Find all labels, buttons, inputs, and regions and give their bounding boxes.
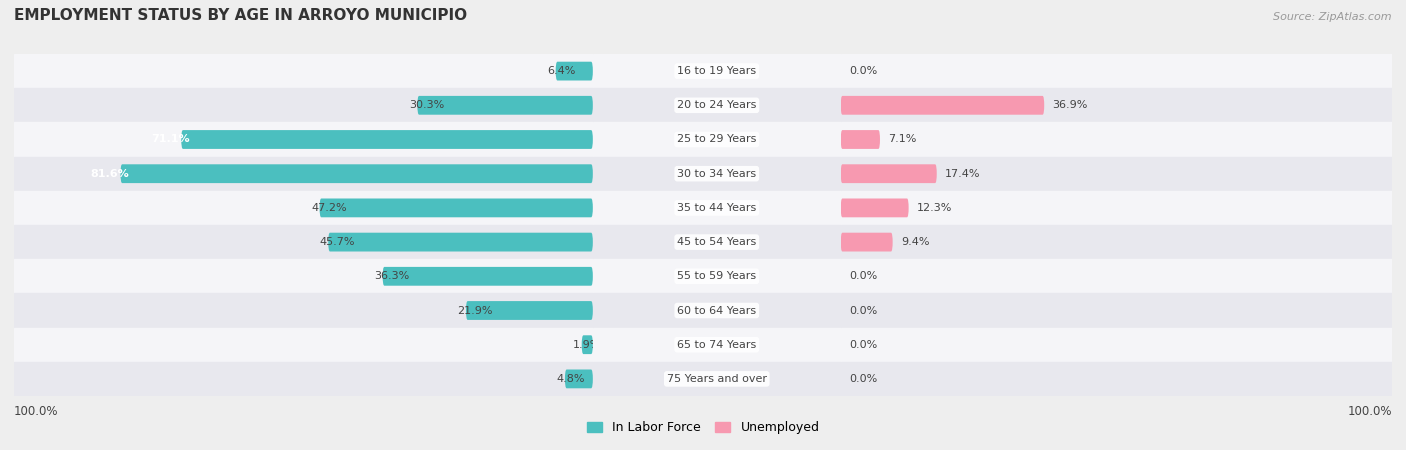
Bar xyxy=(14,122,593,157)
Text: 36.3%: 36.3% xyxy=(374,271,409,281)
Bar xyxy=(593,54,841,88)
Text: 25 to 29 Years: 25 to 29 Years xyxy=(678,135,756,144)
Text: 55 to 59 Years: 55 to 59 Years xyxy=(678,271,756,281)
FancyBboxPatch shape xyxy=(841,233,893,252)
Bar xyxy=(14,362,593,396)
Bar xyxy=(593,362,841,396)
Bar xyxy=(593,328,841,362)
FancyBboxPatch shape xyxy=(841,164,936,183)
Text: 9.4%: 9.4% xyxy=(901,237,929,247)
Bar xyxy=(593,259,841,293)
Text: 0.0%: 0.0% xyxy=(849,271,877,281)
FancyBboxPatch shape xyxy=(328,233,593,252)
Text: 0.0%: 0.0% xyxy=(849,306,877,315)
Text: 12.3%: 12.3% xyxy=(917,203,952,213)
Text: 60 to 64 Years: 60 to 64 Years xyxy=(678,306,756,315)
Bar xyxy=(14,88,593,122)
Text: 30 to 34 Years: 30 to 34 Years xyxy=(678,169,756,179)
Text: Source: ZipAtlas.com: Source: ZipAtlas.com xyxy=(1274,13,1392,22)
Text: 21.9%: 21.9% xyxy=(457,306,494,315)
Text: 20 to 24 Years: 20 to 24 Years xyxy=(678,100,756,110)
Bar xyxy=(841,157,1392,191)
Text: 45.7%: 45.7% xyxy=(319,237,356,247)
FancyBboxPatch shape xyxy=(121,164,593,183)
Text: 36.9%: 36.9% xyxy=(1053,100,1088,110)
Text: 0.0%: 0.0% xyxy=(849,374,877,384)
Bar xyxy=(841,122,1392,157)
Bar xyxy=(14,259,593,293)
Text: 6.4%: 6.4% xyxy=(547,66,575,76)
FancyBboxPatch shape xyxy=(555,62,593,81)
Text: 1.9%: 1.9% xyxy=(574,340,602,350)
Text: 81.6%: 81.6% xyxy=(90,169,129,179)
FancyBboxPatch shape xyxy=(418,96,593,115)
FancyBboxPatch shape xyxy=(841,130,880,149)
Bar xyxy=(14,54,593,88)
Bar xyxy=(14,191,593,225)
Text: 0.0%: 0.0% xyxy=(849,340,877,350)
FancyBboxPatch shape xyxy=(841,198,908,217)
Text: 71.1%: 71.1% xyxy=(152,135,190,144)
Text: 35 to 44 Years: 35 to 44 Years xyxy=(678,203,756,213)
Bar xyxy=(593,157,841,191)
Text: 45 to 54 Years: 45 to 54 Years xyxy=(678,237,756,247)
Text: 65 to 74 Years: 65 to 74 Years xyxy=(678,340,756,350)
Text: 17.4%: 17.4% xyxy=(945,169,980,179)
Text: 47.2%: 47.2% xyxy=(311,203,346,213)
Text: 4.8%: 4.8% xyxy=(557,374,585,384)
Text: 0.0%: 0.0% xyxy=(849,66,877,76)
Text: 100.0%: 100.0% xyxy=(1347,405,1392,418)
Bar xyxy=(841,54,1392,88)
Bar xyxy=(841,328,1392,362)
Bar xyxy=(593,225,841,259)
Bar xyxy=(841,259,1392,293)
Bar xyxy=(841,293,1392,328)
Bar xyxy=(841,88,1392,122)
Text: 100.0%: 100.0% xyxy=(14,405,59,418)
Bar xyxy=(14,157,593,191)
Bar xyxy=(593,191,841,225)
Text: 75 Years and over: 75 Years and over xyxy=(666,374,766,384)
Bar xyxy=(593,88,841,122)
Bar xyxy=(841,362,1392,396)
Bar xyxy=(593,122,841,157)
FancyBboxPatch shape xyxy=(181,130,593,149)
FancyBboxPatch shape xyxy=(582,335,593,354)
Bar xyxy=(14,328,593,362)
Text: 16 to 19 Years: 16 to 19 Years xyxy=(678,66,756,76)
Bar xyxy=(14,293,593,328)
Text: EMPLOYMENT STATUS BY AGE IN ARROYO MUNICIPIO: EMPLOYMENT STATUS BY AGE IN ARROYO MUNIC… xyxy=(14,8,467,22)
Text: 7.1%: 7.1% xyxy=(889,135,917,144)
Bar xyxy=(841,191,1392,225)
FancyBboxPatch shape xyxy=(565,369,593,388)
Legend: In Labor Force, Unemployed: In Labor Force, Unemployed xyxy=(582,416,824,439)
FancyBboxPatch shape xyxy=(382,267,593,286)
Bar xyxy=(593,293,841,328)
FancyBboxPatch shape xyxy=(465,301,593,320)
Bar xyxy=(841,225,1392,259)
FancyBboxPatch shape xyxy=(841,96,1045,115)
Text: 30.3%: 30.3% xyxy=(409,100,444,110)
FancyBboxPatch shape xyxy=(319,198,593,217)
Bar xyxy=(14,225,593,259)
